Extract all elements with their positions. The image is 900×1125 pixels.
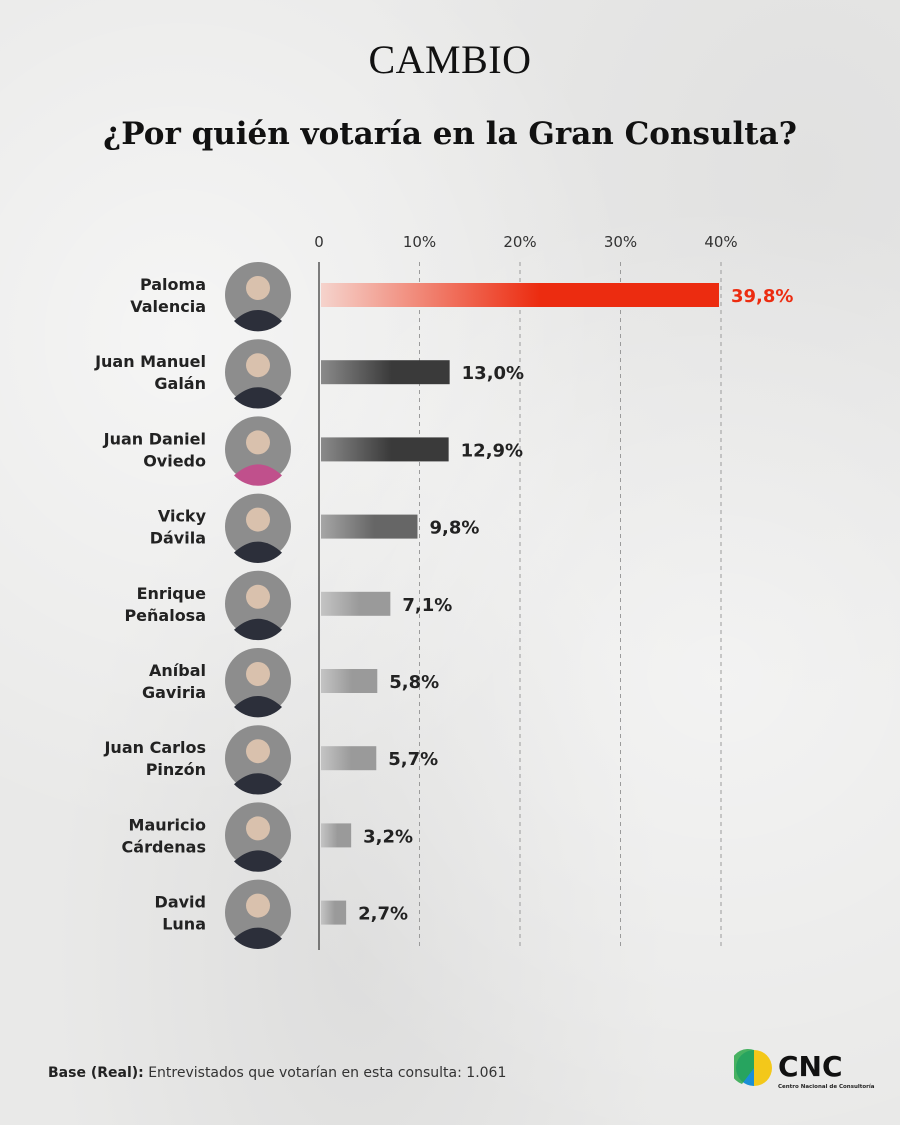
candidate-name-line: Vicky <box>158 507 207 526</box>
avatar-body-icon <box>234 541 282 563</box>
candidate-name: Juan Daniel Oviedo <box>103 429 206 470</box>
candidate-name: Aníbal Gaviria <box>142 661 206 702</box>
cnc-logo: CNC Centro Nacional de Consultoría <box>729 1048 875 1096</box>
footer-note: Base (Real): Entrevistados que votarían … <box>48 1065 506 1081</box>
bar-value-label: 5,7% <box>388 749 438 770</box>
brand-logo-cambio: CAMBIO <box>368 37 532 82</box>
bar <box>321 514 418 539</box>
candidate-name-line: Juan Carlos <box>103 738 206 757</box>
candidate-name-line: Peñalosa <box>124 606 206 625</box>
candidate-name-line: Juan Daniel <box>103 429 206 448</box>
bar <box>321 360 450 385</box>
cnc-logo-text: CNC <box>778 1050 843 1083</box>
bar <box>321 283 719 307</box>
candidate-name-line: Mauricio <box>129 815 206 834</box>
candidate-name: Juan Carlos Pinzón <box>103 738 206 779</box>
bar <box>321 900 347 925</box>
bar-value-label: 5,8% <box>389 672 439 693</box>
x-tick-label: 40% <box>704 233 737 251</box>
bar-value-label: 2,7% <box>358 904 408 925</box>
candidate-name-line: Paloma <box>140 275 206 294</box>
candidate-name-line: Gaviria <box>142 683 206 702</box>
footer-base-text: Entrevistados que votarían en esta consu… <box>143 1065 507 1081</box>
candidate-name: Juan Manuel Galán <box>94 352 206 393</box>
avatar-body-icon <box>234 618 282 641</box>
bar <box>321 437 449 462</box>
bar-value-label: 7,1% <box>402 595 452 616</box>
candidate-name-line: Oviedo <box>143 451 206 470</box>
avatar-head-icon <box>246 353 270 378</box>
avatar-body-icon <box>234 696 282 718</box>
candidate-name: Enrique Peñalosa <box>124 584 206 625</box>
chart-title: ¿Por quién votaría en la Gran Consulta? <box>103 116 797 152</box>
x-tick-label: 20% <box>503 233 536 251</box>
avatar-head-icon <box>246 584 270 609</box>
bar <box>321 669 378 693</box>
avatar-head-icon <box>246 507 270 532</box>
bar-value-label: 39,8% <box>731 286 793 307</box>
bar-value-label: 9,8% <box>429 518 479 539</box>
bar <box>321 823 352 848</box>
cnc-logo-subtitle: Centro Nacional de Consultoría <box>778 1084 875 1090</box>
candidate-name-line: Pinzón <box>146 760 206 779</box>
avatar-body-icon <box>234 464 282 486</box>
bar-chart: 0 10% 20% 30% 40% Paloma Valencia 39,8% Juan Man… <box>94 233 793 950</box>
x-tick-label: 0 <box>314 233 324 251</box>
avatar-head-icon <box>246 276 270 300</box>
avatar-head-icon <box>246 662 270 686</box>
candidate-name: Paloma Valencia <box>130 275 206 316</box>
avatar-head-icon <box>246 816 270 841</box>
candidate-name-line: David <box>155 893 206 912</box>
candidate-name-line: Dávila <box>150 529 206 548</box>
avatar-body-icon <box>234 387 282 409</box>
candidate-name-line: Luna <box>162 915 206 934</box>
candidate-name-line: Aníbal <box>149 661 206 680</box>
x-tick-label: 10% <box>403 233 436 251</box>
avatar-body-icon <box>234 310 282 332</box>
avatar-head-icon <box>246 430 270 455</box>
avatar-body-icon <box>234 927 282 949</box>
avatar-body-icon <box>234 850 282 872</box>
candidate-name-line: Juan Manuel <box>94 352 206 371</box>
candidate-name-line: Cárdenas <box>122 837 206 856</box>
bar-value-label: 3,2% <box>363 826 413 847</box>
candidate-name-line: Valencia <box>130 297 206 316</box>
x-tick-label: 30% <box>604 233 637 251</box>
bar <box>321 591 391 616</box>
bar-value-label: 13,0% <box>462 363 524 384</box>
candidate-name: Mauricio Cárdenas <box>122 815 206 856</box>
candidate-name-line: Enrique <box>137 584 207 603</box>
candidate-name: David Luna <box>155 893 206 934</box>
candidate-name: Vicky Dávila <box>150 507 207 548</box>
bar <box>321 746 377 771</box>
cnc-logo-icon <box>729 1048 772 1086</box>
footer-base-label: Base (Real): <box>48 1065 144 1081</box>
candidate-name-line: Galán <box>154 374 206 393</box>
bar-value-label: 12,9% <box>461 440 523 461</box>
avatar-head-icon <box>246 893 270 918</box>
avatar-body-icon <box>234 773 282 795</box>
avatar-head-icon <box>246 739 270 764</box>
